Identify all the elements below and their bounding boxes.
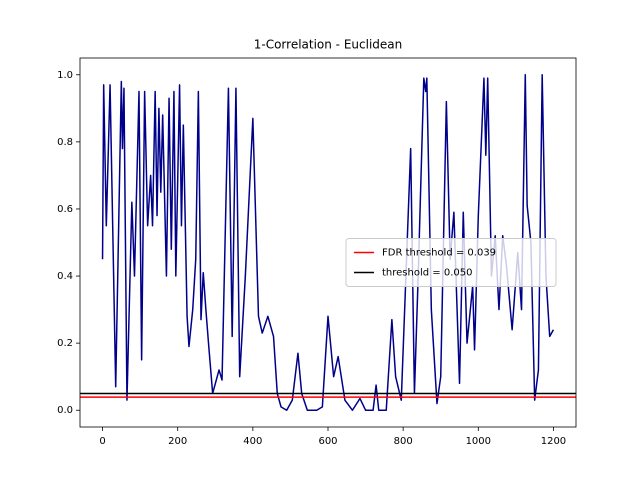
y-tick-label: 0.4 (57, 271, 73, 282)
legend-box (345, 238, 557, 287)
x-tick-label: 1000 (466, 436, 491, 447)
y-tick-label: 0.6 (57, 204, 73, 215)
data-line (101, 74, 555, 411)
legend-label: threshold = 0.050 (382, 268, 472, 279)
x-tick-label: 800 (394, 436, 413, 447)
x-tick-label: 1200 (541, 436, 566, 447)
x-tick-label: 0 (99, 436, 105, 447)
legend: FDR threshold = 0.039 threshold = 0.050 (345, 238, 557, 287)
y-tick-label: 1.0 (57, 70, 73, 81)
legend-label: FDR threshold = 0.039 (382, 248, 496, 259)
plot-frame (79, 57, 577, 428)
chart-title: 1-Correlation - Euclidean (254, 38, 403, 52)
y-tick-label: 0.0 (57, 405, 73, 416)
x-tick-label: 600 (318, 436, 337, 447)
y-tick-label: 0.8 (57, 137, 73, 148)
x-tick-label: 200 (168, 436, 187, 447)
x-tick-label: 400 (243, 436, 262, 447)
y-tick-label: 0.2 (57, 338, 73, 349)
